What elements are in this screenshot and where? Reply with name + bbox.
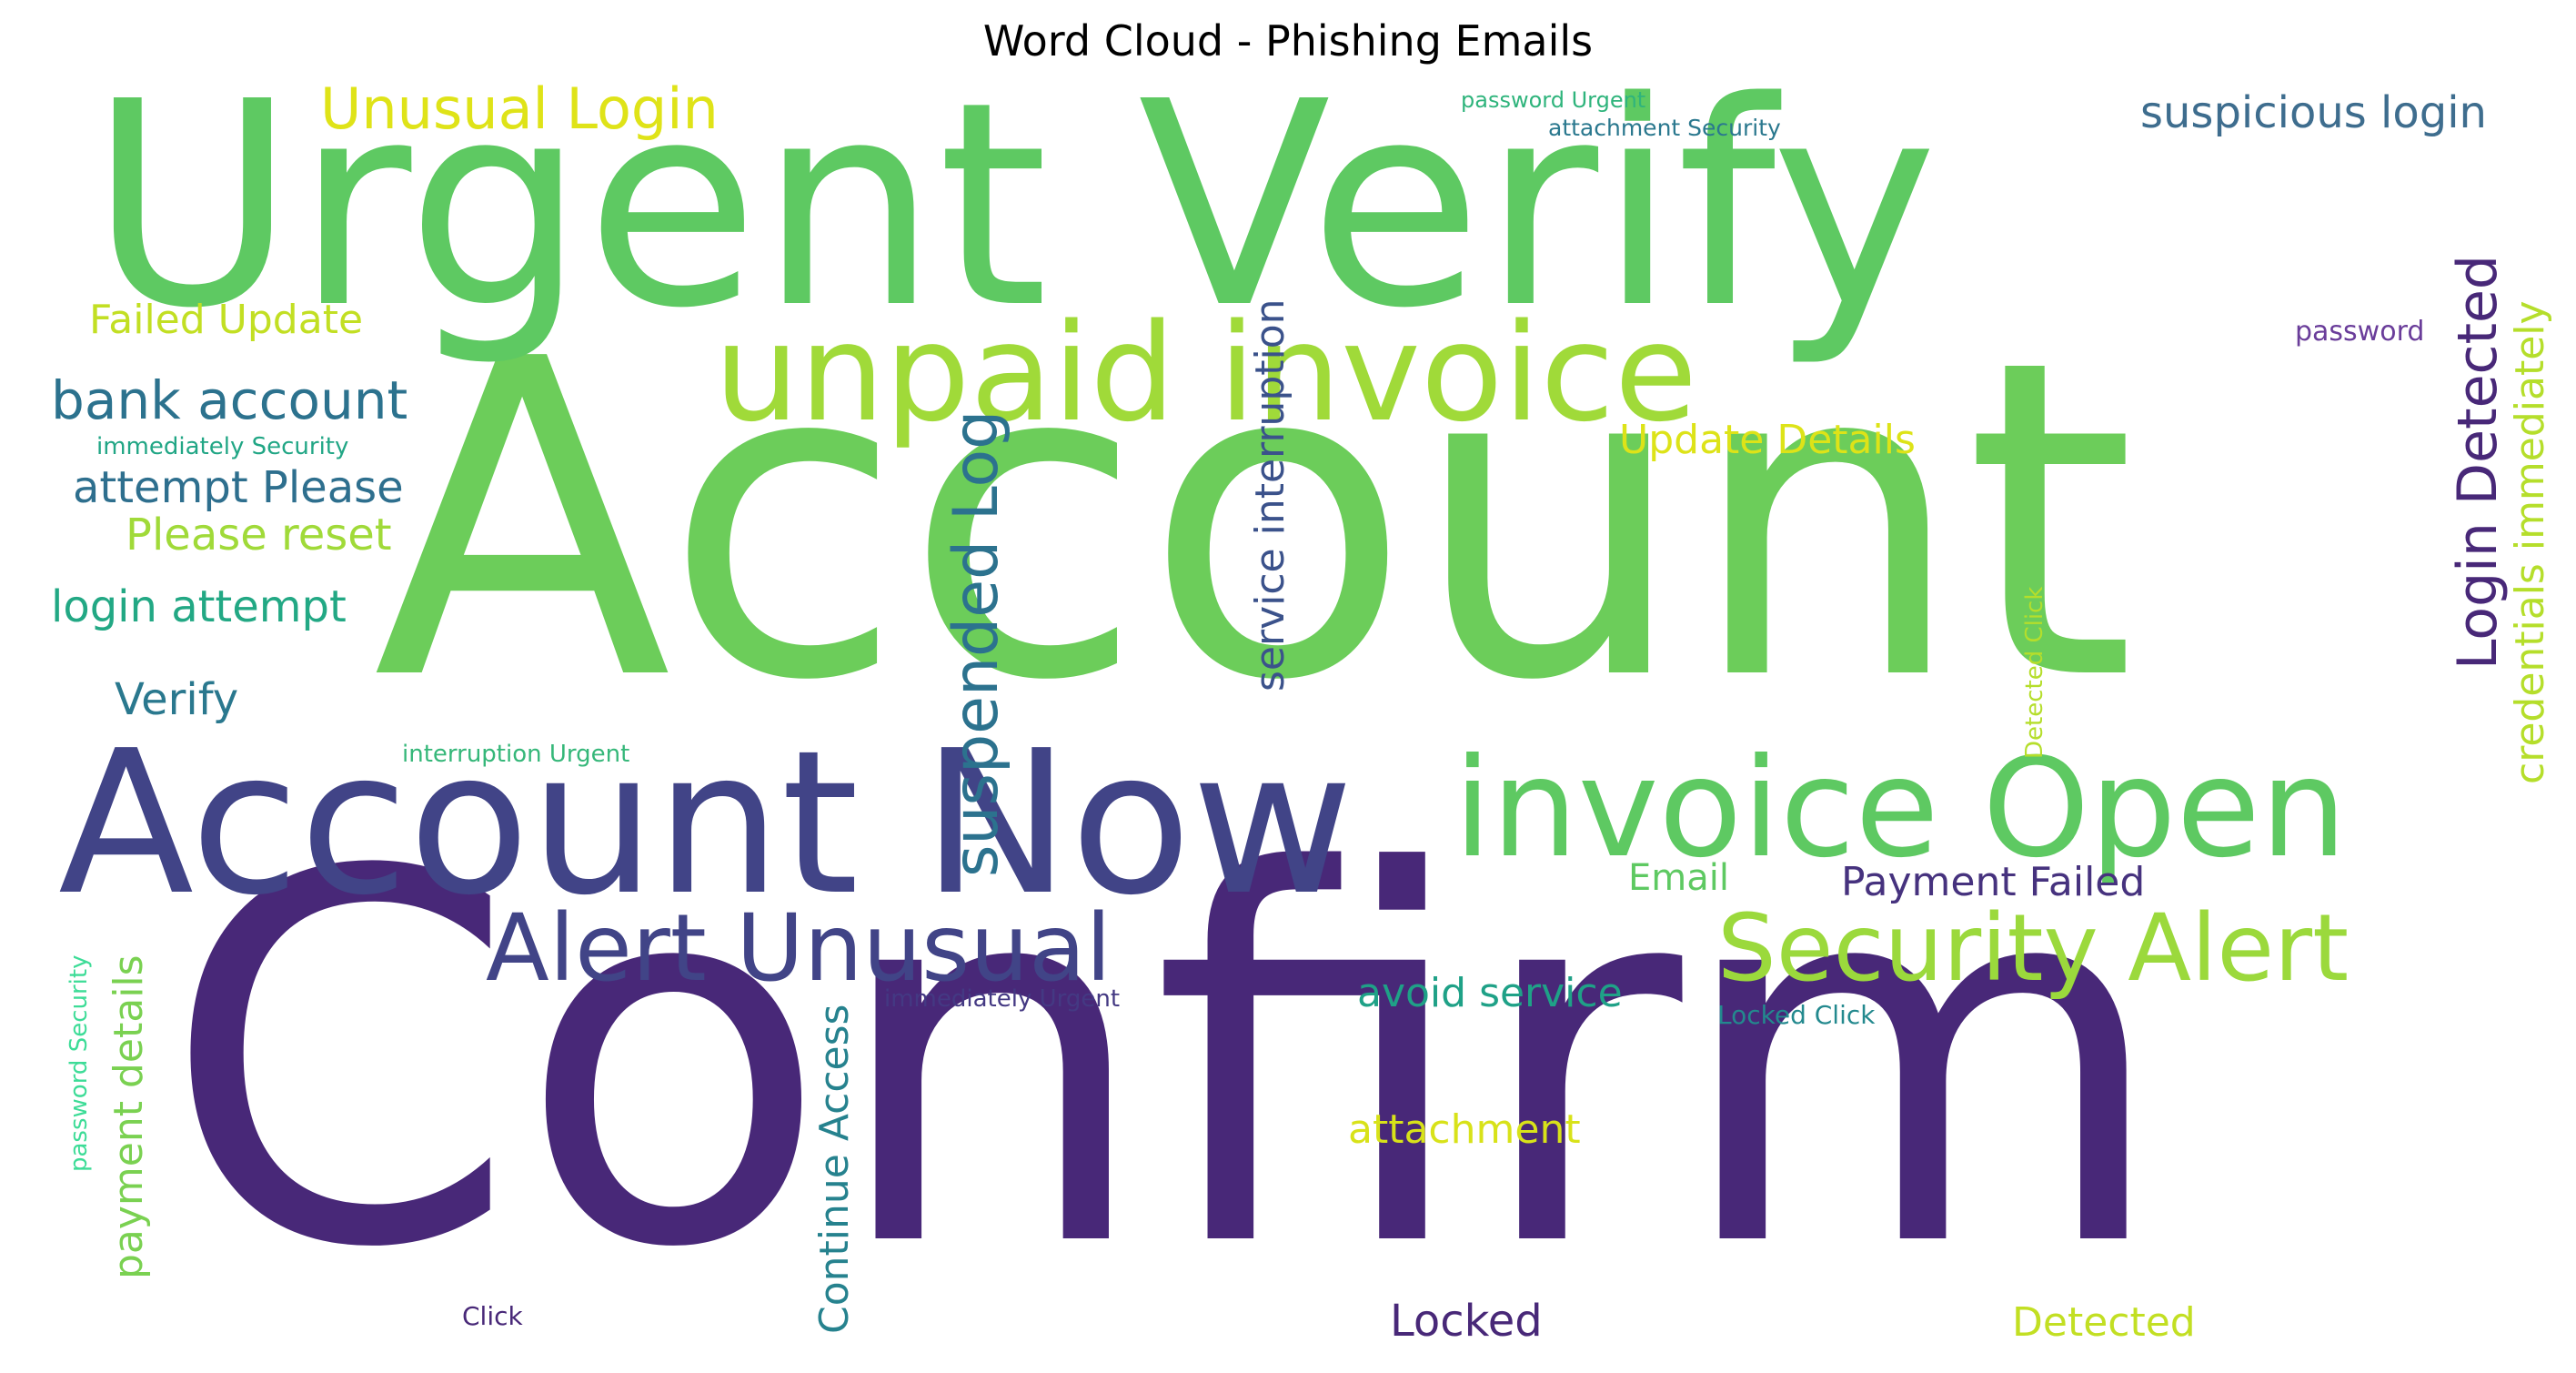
word-continue-access: Continue Access bbox=[811, 1004, 858, 1334]
word-locked: Locked bbox=[1390, 1296, 1543, 1347]
word-service-interruption: service interruption bbox=[1247, 298, 1293, 692]
word-suspended-log: suspended Log bbox=[941, 409, 1012, 877]
word-locked-click: Locked Click bbox=[1717, 1000, 1876, 1030]
chart-title: Word Cloud - Phishing Emails bbox=[982, 16, 1594, 66]
word-failed-update: Failed Update bbox=[89, 297, 364, 343]
word-bank-account: bank account bbox=[51, 369, 408, 431]
word-detected: Detected bbox=[2012, 1299, 2196, 1346]
word-click: Click bbox=[462, 1301, 523, 1331]
word-payment-details: payment details bbox=[106, 954, 152, 1279]
word-suspicious-login: suspicious login bbox=[2140, 87, 2487, 138]
word-password: password bbox=[2295, 316, 2425, 348]
word-account-now: Account Now bbox=[58, 709, 1354, 939]
word-unpaid-invoice: unpaid invoice bbox=[714, 295, 1697, 451]
word-login-detected: Login Detected bbox=[2446, 254, 2510, 670]
word-invoice-open: invoice Open bbox=[1454, 730, 2348, 888]
word-avoid-service: avoid service bbox=[1357, 970, 1623, 1016]
word-immediately-urgent: immediately Urgent bbox=[884, 985, 1121, 1013]
word-payment-failed: Payment Failed bbox=[1841, 859, 2146, 905]
word-account: Account bbox=[373, 268, 2137, 776]
word-credentials-immediately: credentials immediately bbox=[2507, 300, 2553, 784]
word-attempt-please: attempt Please bbox=[73, 462, 404, 513]
word-attachment-security: attachment Security bbox=[1548, 115, 1781, 141]
word-unusual-login: Unusual Login bbox=[320, 76, 719, 142]
word-interruption-urgent: interruption Urgent bbox=[402, 741, 630, 768]
word-email: Email bbox=[1628, 857, 1729, 899]
word-attachment: attachment bbox=[1348, 1106, 1581, 1153]
word-security-alert: Security Alert bbox=[1717, 894, 2350, 1003]
word-password-security: password Security bbox=[65, 954, 93, 1172]
word-verify: Verify bbox=[115, 674, 239, 725]
word-update-details: Update Details bbox=[1619, 417, 1916, 463]
word-alert-unusual: Alert Unusual bbox=[486, 894, 1112, 1003]
word-detected-click: Detected Click bbox=[2021, 586, 2048, 759]
word-urgent-verify: Urgent Verify bbox=[89, 42, 1938, 370]
word-login-attempt: login attempt bbox=[51, 581, 347, 632]
word-please-reset: Please reset bbox=[126, 510, 392, 560]
word-confirm: Confirm bbox=[162, 766, 2170, 1359]
word-password-urgent: password Urgent bbox=[1461, 87, 1646, 113]
word-immediately-security: immediately Security bbox=[96, 433, 349, 460]
